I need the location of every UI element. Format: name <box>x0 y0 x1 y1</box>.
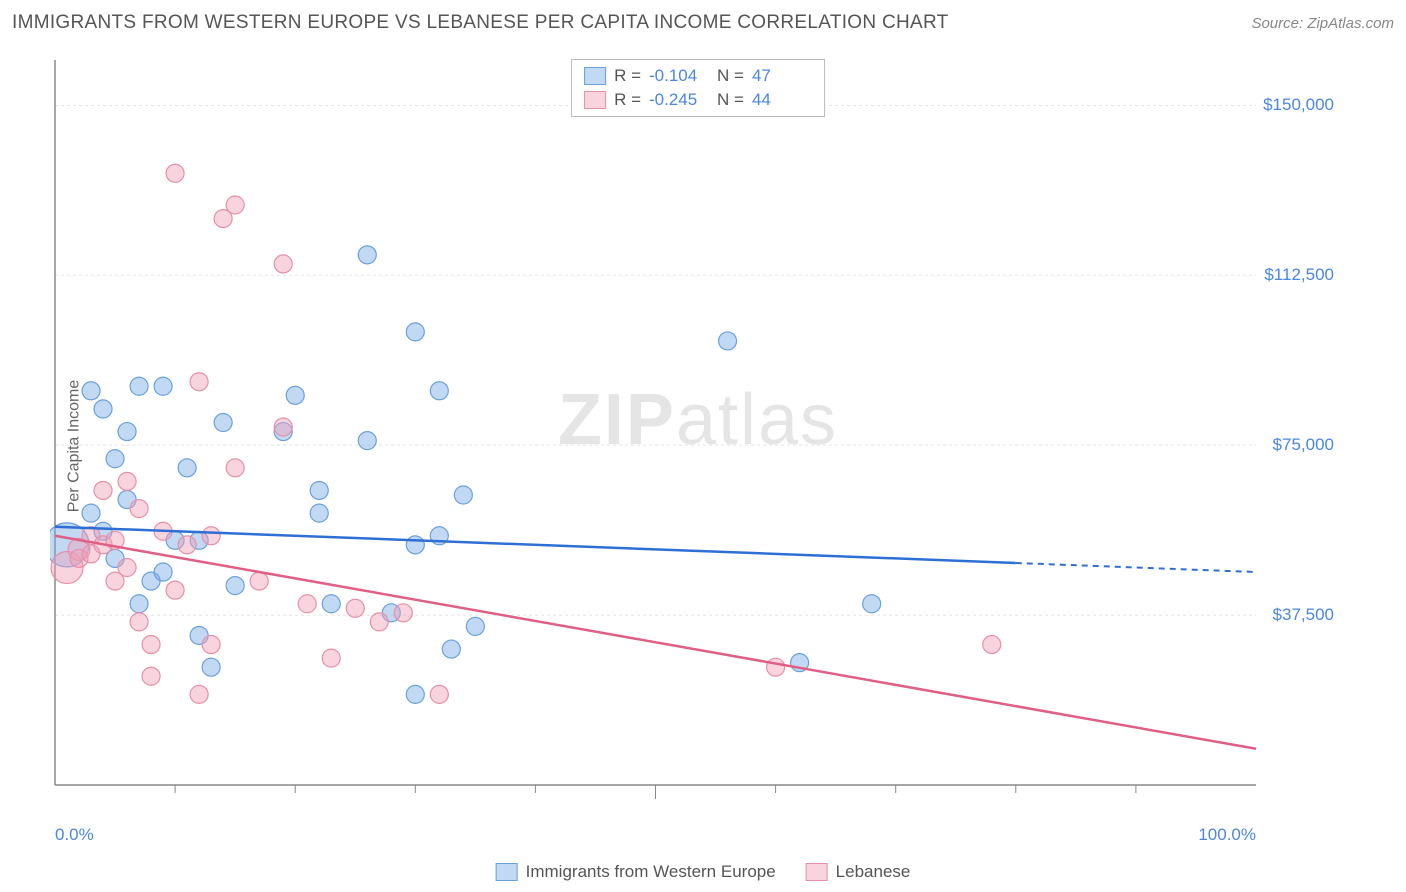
swatch-series-2 <box>584 91 606 109</box>
r-value-2: -0.245 <box>649 90 709 110</box>
legend-item-1: Immigrants from Western Europe <box>496 862 776 882</box>
stats-legend: R = -0.104 N = 47 R = -0.245 N = 44 <box>571 59 825 117</box>
y-tick-label: $75,000 <box>1273 435 1334 455</box>
chart-title: IMMIGRANTS FROM WESTERN EUROPE VS LEBANE… <box>12 12 949 34</box>
x-tick-label: 100.0% <box>1198 825 1256 845</box>
n-value-2: 44 <box>752 90 812 110</box>
y-tick-label: $37,500 <box>1273 605 1334 625</box>
n-value-1: 47 <box>752 66 812 86</box>
y-tick-label: $112,500 <box>1264 265 1334 285</box>
y-tick-label: $150,000 <box>1263 95 1334 115</box>
x-tick-label: 0.0% <box>55 825 94 845</box>
legend-item-2: Lebanese <box>806 862 911 882</box>
legend-label-1: Immigrants from Western Europe <box>526 862 776 882</box>
series-legend: Immigrants from Western Europe Lebanese <box>496 862 911 882</box>
stats-row-series-1: R = -0.104 N = 47 <box>584 64 812 88</box>
swatch-series-1-bottom <box>496 863 518 881</box>
swatch-series-2-bottom <box>806 863 828 881</box>
swatch-series-1 <box>584 67 606 85</box>
source-label: Source: ZipAtlas.com <box>1251 15 1394 32</box>
legend-label-2: Lebanese <box>836 862 911 882</box>
chart-plot-area: ZIPatlas R = -0.104 N = 47 R = -0.245 N … <box>50 55 1346 815</box>
chart-svg <box>50 55 1346 815</box>
stats-row-series-2: R = -0.245 N = 44 <box>584 88 812 112</box>
r-value-1: -0.104 <box>649 66 709 86</box>
